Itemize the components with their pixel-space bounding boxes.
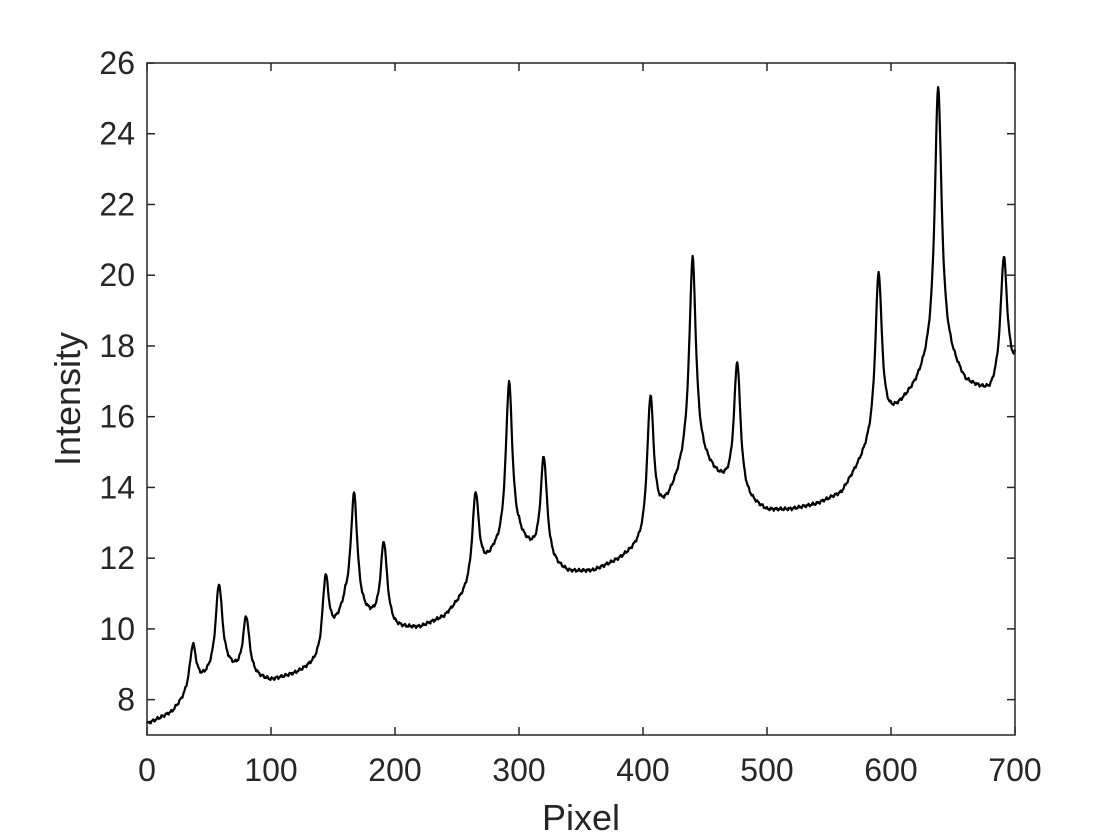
x-tick-label: 500 — [740, 752, 793, 788]
x-tick-label: 100 — [244, 752, 297, 788]
y-tick-label: 20 — [99, 257, 135, 293]
y-tick-label: 8 — [117, 682, 135, 718]
series-line — [145, 85, 1017, 725]
x-tick-label: 0 — [138, 752, 156, 788]
x-tick-label: 200 — [368, 752, 421, 788]
plot-frame — [146, 62, 1016, 736]
x-tick-label: 300 — [492, 752, 545, 788]
y-tick-label: 18 — [99, 328, 135, 364]
y-tick-label: 24 — [99, 116, 135, 152]
tick-labels: 0 100 200 300 400 500 600 700 8 10 12 14 16 18 20 22 24 2… — [99, 45, 1041, 788]
y-tick-label: 14 — [99, 469, 135, 505]
x-tick-label: 600 — [864, 752, 917, 788]
y-tick-label: 26 — [99, 45, 135, 81]
x-tick-label: 700 — [988, 752, 1041, 788]
y-tick-label: 12 — [99, 540, 135, 576]
tick-marks — [146, 62, 1016, 735]
y-axis-label: Intensity — [47, 332, 88, 466]
y-tick-label: 10 — [99, 611, 135, 647]
y-tick-label: 22 — [99, 186, 135, 222]
plot-background — [147, 63, 1015, 735]
y-tick-label: 16 — [99, 399, 135, 435]
x-axis-label: Pixel — [542, 797, 620, 838]
x-tick-label: 400 — [616, 752, 669, 788]
